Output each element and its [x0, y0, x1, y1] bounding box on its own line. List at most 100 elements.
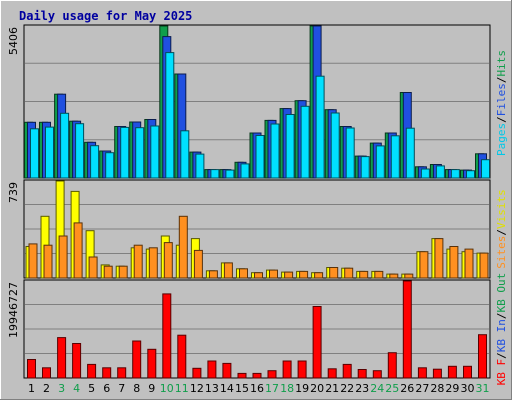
- bar-kb-f-day-12: [192, 367, 202, 379]
- bar-sites-day-11: [178, 215, 188, 279]
- legend-entry: KB Out: [495, 273, 508, 313]
- bar-kb-f-day-18: [282, 360, 292, 379]
- bar-pages-day-25: [390, 135, 400, 179]
- bar-kb-f-day-25: [387, 352, 397, 379]
- bar-kb-f-day-15: [237, 372, 247, 379]
- bar-kb-f-day-4: [72, 343, 82, 379]
- bar-pages-day-29: [450, 169, 460, 179]
- bar-sites-day-15: [239, 268, 248, 279]
- bar-sites-day-30: [464, 248, 474, 279]
- day-label-29: 29: [445, 382, 459, 395]
- day-label-17: 17: [265, 382, 279, 395]
- y-max-label-bottom: 19946727: [7, 282, 20, 338]
- bar-pages-day-24: [375, 145, 385, 179]
- bar-kb-f-day-17: [267, 370, 277, 379]
- chart-title: Daily usage for May 2025: [19, 9, 192, 23]
- bar-sites-day-1: [28, 243, 38, 279]
- legend-entry: KB F: [495, 359, 508, 386]
- bar-kb-f-day-31: [478, 334, 487, 379]
- day-label-9: 9: [148, 382, 155, 395]
- bar-kb-f-day-6: [102, 367, 112, 379]
- bar-sites-day-7: [118, 265, 128, 279]
- day-label-23: 23: [355, 382, 369, 395]
- bar-sites-day-24: [374, 270, 384, 279]
- day-label-7: 7: [118, 382, 125, 395]
- bar-pages-day-9: [150, 125, 160, 179]
- legend-entry: KB In: [495, 319, 508, 352]
- bar-pages-day-6: [105, 152, 115, 179]
- bar-kb-f-day-27: [417, 367, 427, 379]
- day-label-25: 25: [385, 382, 399, 395]
- day-label-13: 13: [205, 382, 219, 395]
- legend-entry: /: [495, 352, 508, 359]
- series-kb-f: [27, 280, 487, 379]
- bar-sites-day-31: [479, 252, 489, 279]
- bar-kb-f-day-10: [162, 293, 172, 379]
- day-label-14: 14: [220, 382, 234, 395]
- bar-sites-day-4: [73, 222, 83, 279]
- series-legend-bottom: KB F/KB In/KB Out: [495, 273, 508, 386]
- legend-entry: /: [495, 116, 508, 123]
- bar-pages-day-3: [60, 112, 70, 179]
- legend-entry: Visits: [495, 189, 508, 229]
- bar-sites-day-18: [284, 271, 294, 279]
- bar-kb-f-day-16: [252, 372, 262, 379]
- day-label-19: 19: [295, 382, 309, 395]
- day-label-16: 16: [250, 382, 264, 395]
- bar-sites-day-6: [103, 265, 113, 279]
- bar-pages-day-5: [90, 145, 100, 179]
- bar-kb-f-day-1: [27, 359, 36, 379]
- bar-sites-day-21: [329, 267, 339, 279]
- bar-sites-day-9: [148, 247, 158, 279]
- bar-kb-f-day-26: [402, 280, 412, 379]
- series-sites: [28, 215, 489, 279]
- bar-kb-f-day-23: [357, 369, 367, 379]
- bar-pages-day-18: [285, 114, 295, 179]
- day-label-8: 8: [133, 382, 140, 395]
- legend-entry: /: [495, 229, 508, 236]
- bar-pages-day-23: [360, 156, 370, 179]
- day-label-26: 26: [400, 382, 414, 395]
- day-label-15: 15: [235, 382, 249, 395]
- day-label-5: 5: [88, 382, 95, 395]
- bar-sites-day-29: [449, 246, 459, 279]
- panel-middle: 739 Sites/Visits: [7, 179, 508, 279]
- bar-kb-f-day-24: [372, 370, 382, 379]
- bar-sites-day-22: [344, 267, 354, 279]
- legend-entry: Pages: [495, 123, 508, 156]
- bar-pages-day-10: [165, 52, 175, 179]
- bar-pages-day-13: [210, 169, 220, 179]
- bar-pages-day-27: [420, 168, 430, 179]
- day-label-12: 12: [190, 382, 204, 395]
- legend-entry: /: [495, 77, 508, 84]
- bar-sites-day-27: [419, 251, 429, 279]
- bar-kb-f-day-20: [312, 306, 322, 379]
- bar-sites-day-20: [314, 272, 324, 279]
- day-label-10: 10: [160, 382, 174, 395]
- bar-kb-f-day-9: [147, 348, 157, 379]
- legend-entry: Sites: [495, 236, 508, 269]
- bar-sites-day-16: [254, 272, 263, 279]
- day-label-2: 2: [43, 382, 50, 395]
- day-label-22: 22: [340, 382, 354, 395]
- bar-kb-f-day-28: [432, 368, 442, 379]
- bar-kb-f-day-30: [463, 365, 472, 379]
- x-axis-day-labels: 1 2 3 4 5 6 7 8 9 10 11 12 13 14 15 16 17 18 19 20 21 22 23 24 2…: [28, 382, 490, 395]
- bar-pages-day-12: [195, 153, 205, 179]
- bar-sites-day-26: [404, 273, 414, 279]
- bar-pages-day-31: [481, 159, 490, 179]
- bar-kb-f-day-29: [447, 365, 457, 379]
- series-legend-middle: Sites/Visits: [495, 189, 508, 269]
- bar-sites-day-28: [434, 238, 444, 279]
- day-label-28: 28: [430, 382, 444, 395]
- day-label-11: 11: [175, 382, 189, 395]
- bar-sites-day-17: [269, 269, 278, 279]
- day-label-21: 21: [325, 382, 339, 395]
- bar-kb-f-day-2: [42, 367, 51, 379]
- bar-pages-day-11: [180, 130, 190, 179]
- legend-entry: Hits: [495, 50, 508, 77]
- bar-kb-f-day-14: [222, 362, 232, 379]
- bar-pages-day-17: [270, 123, 280, 179]
- y-max-label-top: 5406: [7, 27, 20, 55]
